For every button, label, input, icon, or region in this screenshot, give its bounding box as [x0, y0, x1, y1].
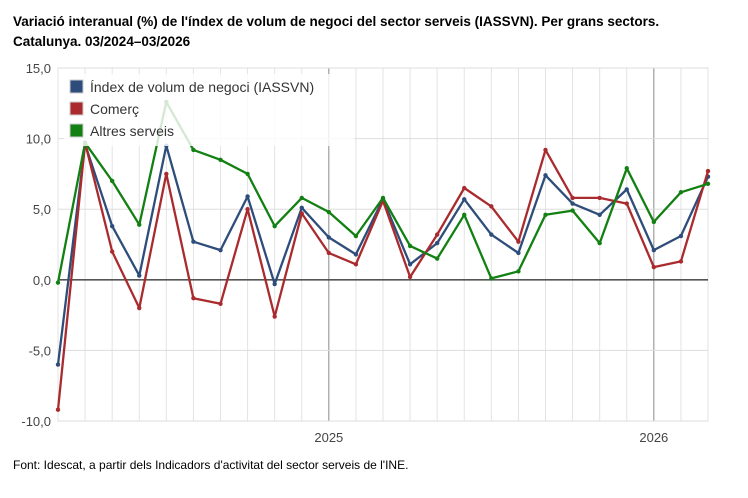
y-tick-label: 5,0: [33, 202, 51, 217]
data-point: [137, 222, 142, 227]
data-point: [55, 280, 61, 285]
data-point: [516, 239, 521, 244]
data-point: [624, 187, 629, 192]
y-tick-label: 0,0: [33, 273, 51, 288]
data-point: [597, 240, 602, 246]
data-point: [109, 249, 115, 254]
y-tick-label: -10,0: [21, 414, 51, 429]
data-point: [489, 204, 494, 209]
legend-label[interactable]: Altres serveis: [90, 123, 174, 139]
data-point: [353, 233, 359, 239]
data-point: [353, 262, 359, 267]
data-point: [462, 185, 467, 191]
data-point: [272, 314, 277, 319]
data-point: [705, 168, 711, 174]
legend-swatch: [69, 101, 84, 116]
data-point: [191, 147, 196, 153]
data-point: [597, 195, 602, 201]
chart-title: Variació interanual (%) de l'índex de vo…: [13, 12, 733, 52]
y-tick-label: 15,0: [26, 61, 51, 76]
data-point: [543, 173, 548, 178]
data-point: [326, 209, 332, 215]
data-point: [326, 235, 332, 240]
data-point: [624, 166, 629, 171]
data-point: [678, 233, 684, 239]
data-point: [462, 212, 467, 218]
data-point: [191, 295, 196, 301]
data-point: [109, 223, 115, 229]
data-point: [543, 147, 548, 153]
legend-label[interactable]: Índex de volum de negoci (IASSVN): [90, 79, 314, 95]
data-point: [434, 240, 440, 246]
data-point: [489, 232, 494, 237]
data-point: [407, 243, 413, 249]
data-point: [570, 208, 575, 213]
data-point: [272, 281, 277, 287]
y-tick-label: -5,0: [29, 343, 51, 358]
data-point: [651, 219, 657, 225]
data-point: [299, 211, 304, 216]
data-point: [407, 274, 413, 280]
data-point: [218, 157, 223, 162]
source-note: Font: Idescat, a partir dels Indicadors …: [13, 458, 409, 472]
data-point: [462, 197, 467, 202]
data-point: [489, 276, 494, 281]
data-point: [272, 223, 277, 229]
data-point: [245, 207, 250, 212]
data-point: [137, 273, 142, 278]
data-point: [55, 407, 61, 412]
data-point: [516, 250, 521, 256]
data-point: [191, 239, 196, 244]
data-point: [55, 362, 61, 367]
legend-label[interactable]: Comerç: [90, 101, 139, 117]
data-point: [570, 201, 575, 206]
data-point: [651, 264, 657, 270]
data-point: [434, 232, 440, 237]
data-point: [299, 195, 304, 201]
data-point: [245, 194, 250, 199]
y-tick-label: 10,0: [26, 132, 51, 147]
x-tick-label: 2026: [639, 430, 668, 445]
data-point: [434, 256, 440, 261]
data-point: [516, 269, 521, 274]
data-point: [326, 250, 332, 256]
data-point: [218, 301, 223, 307]
data-point: [218, 247, 223, 253]
data-point: [109, 178, 115, 184]
data-point: [137, 305, 142, 311]
chart-title-line-2: Catalunya. 03/2024–03/2026: [13, 34, 191, 49]
data-point: [245, 171, 250, 177]
x-tick-label: 2025: [314, 430, 343, 445]
data-point: [299, 205, 304, 210]
data-point: [407, 262, 413, 267]
data-point: [705, 181, 711, 186]
data-point: [678, 259, 684, 264]
data-point: [651, 247, 657, 253]
data-point: [678, 190, 684, 195]
data-point: [380, 195, 386, 201]
legend-box: [64, 74, 354, 146]
data-point: [624, 201, 629, 206]
data-point: [164, 171, 169, 177]
legend-swatch: [69, 123, 84, 138]
chart-title-line-1: Variació interanual (%) de l'índex de vo…: [13, 14, 660, 29]
legend-swatch: [69, 79, 84, 94]
data-point: [597, 212, 602, 218]
data-point: [543, 212, 548, 218]
data-point: [570, 195, 575, 201]
data-point: [353, 252, 359, 257]
